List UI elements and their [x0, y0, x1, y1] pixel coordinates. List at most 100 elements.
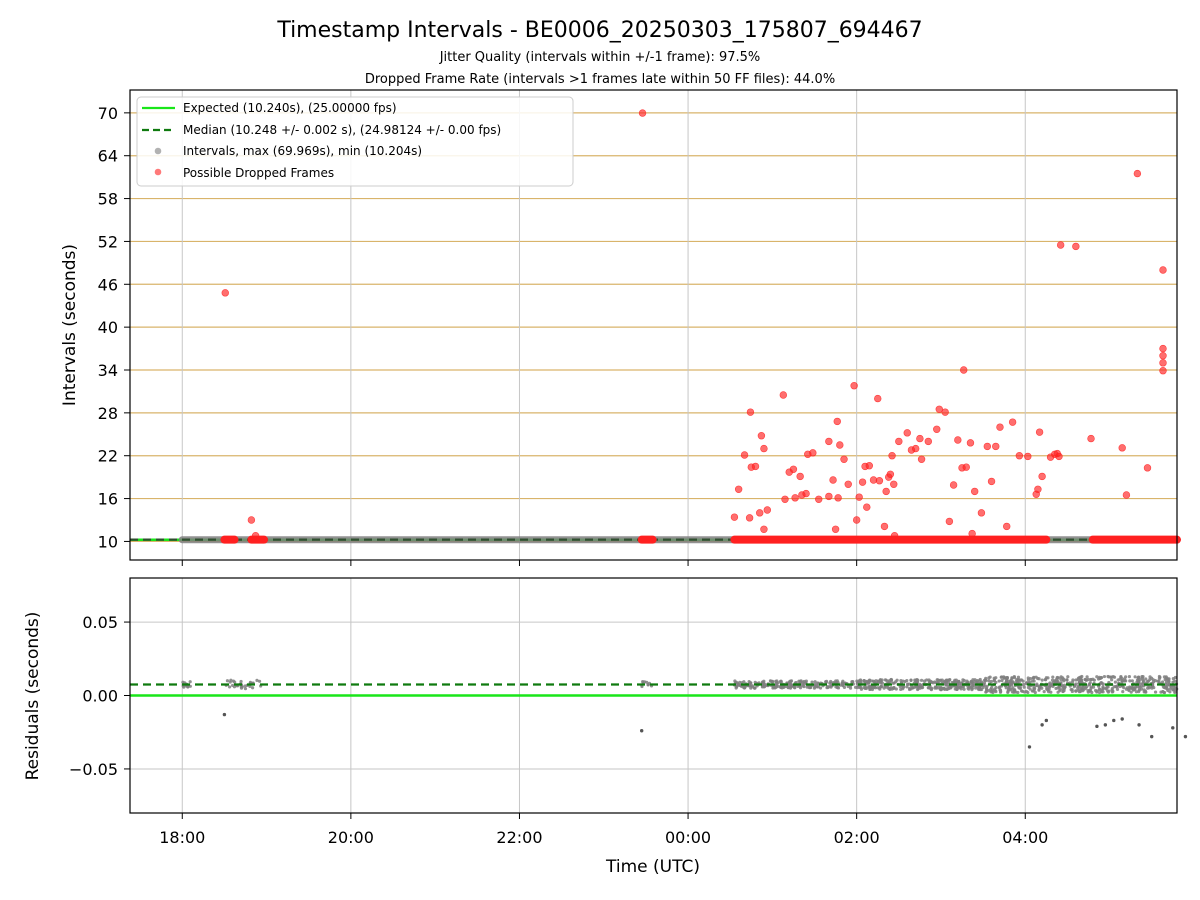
- residual-point: [1110, 688, 1113, 691]
- dropped-point: [916, 435, 923, 442]
- dropped-point: [835, 494, 842, 501]
- dropped-point: [1003, 523, 1010, 530]
- legend-median-label: Median (10.248 +/- 0.002 s), (24.98124 +…: [183, 123, 501, 137]
- dropped-point: [252, 532, 259, 539]
- x-tick-label: 02:00: [834, 828, 880, 847]
- residual-point: [945, 684, 948, 687]
- residual-point: [775, 681, 778, 684]
- residual-point: [1048, 685, 1051, 688]
- y-tick-label: 16: [98, 490, 118, 509]
- residual-point: [1078, 690, 1081, 693]
- dropped-point: [912, 445, 919, 452]
- y-tick-label: 46: [98, 275, 118, 294]
- dropped-point: [988, 478, 995, 485]
- residual-point: [1103, 675, 1106, 678]
- residual-point: [984, 677, 987, 680]
- residual-point: [790, 683, 793, 686]
- dropped-point: [969, 530, 976, 537]
- dropped-point: [803, 490, 810, 497]
- residual-point: [939, 687, 942, 690]
- dropped-point: [1072, 243, 1079, 250]
- residual-point: [978, 679, 981, 682]
- residual-point: [1058, 689, 1061, 692]
- residual-point: [1137, 675, 1140, 678]
- residual-point: [258, 680, 261, 683]
- residual-point: [1138, 685, 1141, 688]
- dropped-point: [764, 507, 771, 514]
- residual-point: [895, 679, 898, 682]
- residual-point: [1000, 676, 1003, 679]
- residual-outlier-point: [1137, 723, 1140, 726]
- residual-outlier-point: [1045, 719, 1048, 722]
- residual-point: [251, 686, 254, 689]
- residual-point: [970, 688, 973, 691]
- dropped-point: [1035, 486, 1042, 493]
- residual-point: [751, 685, 754, 688]
- y-tick-label: 40: [98, 318, 118, 337]
- residual-point: [855, 679, 858, 682]
- dropped-point: [883, 488, 890, 495]
- residual-point: [1003, 676, 1006, 679]
- residual-point: [239, 680, 242, 683]
- dropped-point: [752, 463, 759, 470]
- residual-point: [874, 686, 877, 689]
- residual-outlier-point: [1150, 735, 1153, 738]
- residual-point: [1000, 679, 1003, 682]
- residual-point: [1019, 678, 1022, 681]
- residual-point: [810, 680, 813, 683]
- residual-point: [1071, 690, 1074, 693]
- residual-point: [909, 679, 912, 682]
- residual-point: [1158, 675, 1161, 678]
- dropped-point: [967, 439, 974, 446]
- residual-point: [1016, 691, 1019, 694]
- residual-point: [1046, 676, 1049, 679]
- legend-dropped-swatch: [155, 169, 162, 176]
- residual-point: [1018, 687, 1021, 690]
- legend-intervals-swatch: [155, 148, 162, 155]
- residual-point: [905, 685, 908, 688]
- dropped-point: [836, 442, 843, 449]
- residual-point: [1023, 686, 1026, 689]
- dropped-point: [222, 289, 229, 296]
- residual-point: [771, 680, 774, 683]
- residual-point: [879, 681, 882, 684]
- residual-outlier-point: [1028, 745, 1031, 748]
- dropped-point: [866, 462, 873, 469]
- residual-point: [1128, 675, 1131, 678]
- residual-point: [226, 679, 229, 682]
- residual-point: [856, 686, 859, 689]
- residual-point: [1154, 690, 1157, 693]
- dropped-point: [876, 477, 883, 484]
- residuals-panel: −0.050.000.05 18:00 20:00 22:00 00:00 02:00 0…: [23, 578, 1187, 877]
- y-tick-label: 64: [98, 147, 118, 166]
- residual-point: [1078, 676, 1081, 679]
- intervals-panel: 10 16 22 28 34 40 46 52 58 64 70 Intervals (second…: [60, 90, 1177, 566]
- dropped-point: [735, 486, 742, 493]
- residual-point: [229, 680, 232, 683]
- dropped-point: [1160, 345, 1167, 352]
- dropped-point: [856, 494, 863, 501]
- residual-outlier-point: [640, 729, 643, 732]
- residual-point: [1029, 677, 1032, 680]
- legend-dropped-label: Possible Dropped Frames: [183, 166, 334, 180]
- residuals-y-ticks: −0.05 0.00 0.05: [69, 613, 130, 779]
- dropped-point: [834, 418, 841, 425]
- residual-point: [906, 682, 909, 685]
- residual-point: [1080, 686, 1083, 689]
- residual-point: [1031, 680, 1034, 683]
- dropped-point: [1036, 429, 1043, 436]
- residual-point: [1022, 683, 1025, 686]
- residual-point: [888, 688, 891, 691]
- residual-point: [1028, 687, 1031, 690]
- dropped-point: [851, 382, 858, 389]
- residual-point: [936, 678, 939, 681]
- dropped-point: [933, 426, 940, 433]
- residual-point: [1043, 690, 1046, 693]
- residual-point: [733, 679, 736, 682]
- residual-point: [1074, 689, 1077, 692]
- dropped-point: [790, 466, 797, 473]
- residual-point: [901, 686, 904, 689]
- dropped-point: [756, 509, 763, 516]
- residual-point: [878, 686, 881, 689]
- residual-point: [808, 686, 811, 689]
